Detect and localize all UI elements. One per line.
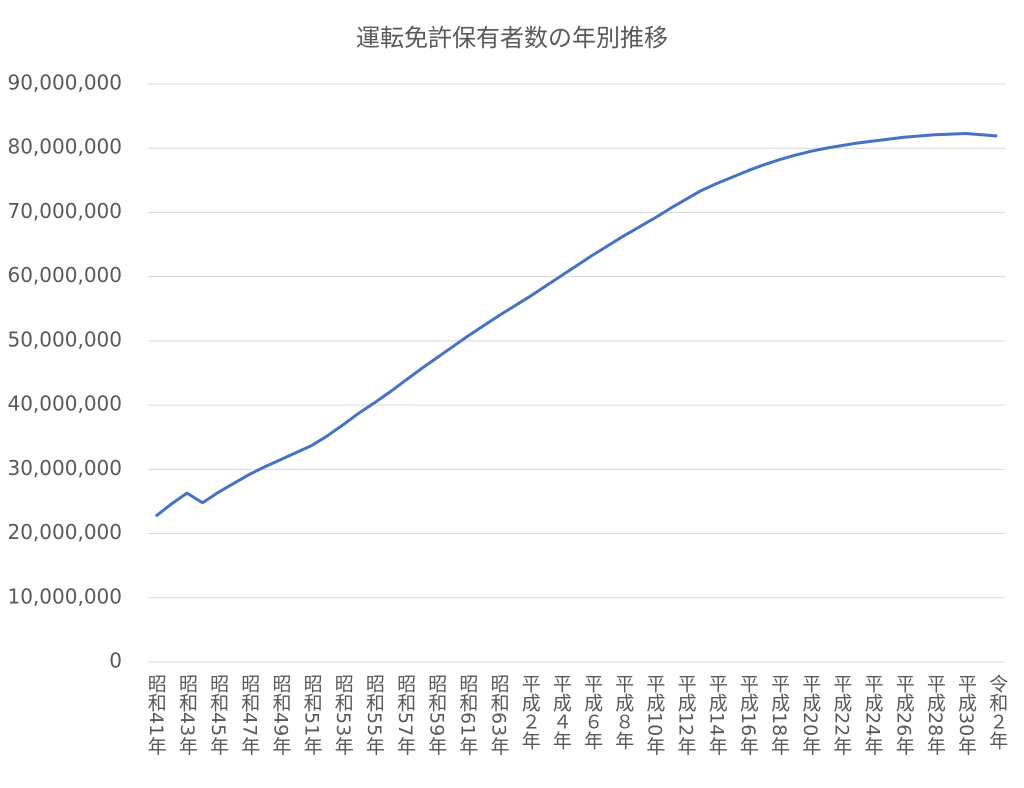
y-tick-label: 70,000,000 [7,199,122,223]
y-tick-label: 40,000,000 [7,392,122,416]
y-tick-label: 10,000,000 [7,584,122,608]
x-tick-label: 平成２年 [519,674,541,750]
x-tick-label: 昭和63年 [488,674,510,755]
x-tick-label: 平成12年 [675,674,697,755]
y-tick-label: 20,000,000 [7,520,122,544]
x-tick-label: 昭和43年 [176,674,198,755]
y-tick-label: 0 [109,649,122,673]
x-tick-label: 平成14年 [706,674,728,755]
x-tick-label: 昭和55年 [363,674,385,755]
x-tick-label: 平成20年 [799,674,821,755]
x-tick-label: 令和２年 [986,674,1008,750]
x-tick-label: 昭和41年 [145,674,167,755]
y-tick-label: 50,000,000 [7,327,122,351]
x-tick-label: 昭和49年 [269,674,291,755]
chart-title: 運転免許保有者数の年別推移 [356,24,668,52]
x-tick-label: 平成10年 [643,674,665,755]
x-tick-label: 昭和53年 [332,674,354,755]
y-tick-label: 60,000,000 [7,263,122,287]
x-tick-label: 平成22年 [830,674,852,755]
x-tick-label: 昭和47年 [238,674,260,755]
x-tick-label: 平成24年 [862,674,884,755]
data-line [154,131,998,518]
x-tick-label: 平成４年 [550,674,572,750]
x-tick-label: 平成30年 [955,674,977,755]
x-tick-label: 昭和45年 [207,674,229,755]
x-tick-label: 平成26年 [893,674,915,755]
x-tick-label: 平成６年 [581,674,603,750]
y-tick-label: 30,000,000 [7,456,122,480]
x-tick-label: 平成８年 [612,674,634,750]
x-tick-label: 昭和59年 [425,674,447,755]
x-tick-label: 昭和57年 [394,674,416,755]
y-tick-label: 80,000,000 [7,135,122,159]
x-tick-label: 平成18年 [768,674,790,755]
x-tick-label: 平成28年 [924,674,946,755]
y-tick-label: 90,000,000 [7,71,122,95]
x-tick-label: 昭和51年 [301,674,323,755]
x-tick-label: 昭和61年 [456,674,478,755]
x-tick-label: 平成16年 [737,674,759,755]
